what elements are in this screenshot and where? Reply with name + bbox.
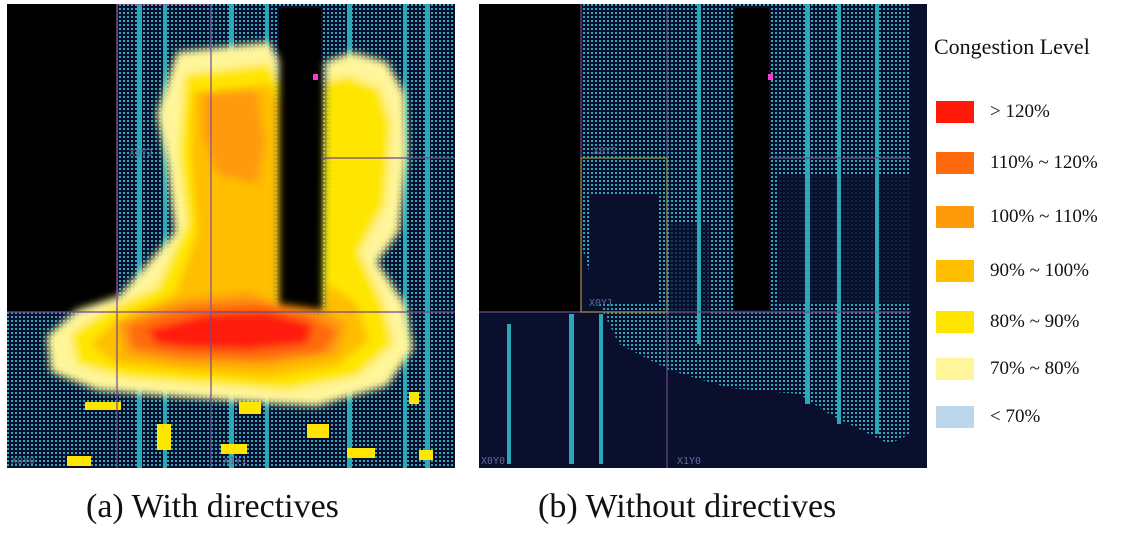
map-a-svg: X0Y2 X0Y0 X1Y1 <box>7 4 455 468</box>
legend-item: 80% ~ 90% <box>936 310 1079 334</box>
region-label: X1Y0 <box>677 456 701 467</box>
legend-label: 90% ~ 100% <box>990 260 1089 281</box>
region-label: X1Y1 <box>223 456 247 467</box>
map-b-svg: X0Y2 X0Y1 X0Y0 X1Y0 <box>479 4 911 468</box>
caption-without-directives: (b) Without directives <box>538 488 837 525</box>
region-label: X0Y1 <box>589 298 613 309</box>
region-label: X0Y2 <box>593 146 617 157</box>
heat-90-100 <box>91 84 369 378</box>
legend-item: > 120% <box>936 100 1050 124</box>
void-areas <box>589 174 911 314</box>
marker <box>313 74 318 80</box>
legend-label: 70% ~ 80% <box>990 358 1080 379</box>
legend-item: 90% ~ 100% <box>936 259 1089 283</box>
blocked-area-center <box>733 8 769 310</box>
legend-label: 100% ~ 110% <box>990 206 1098 227</box>
region-label: X0Y0 <box>11 456 35 467</box>
legend-swatch <box>936 311 974 333</box>
legend-item: 70% ~ 80% <box>936 357 1079 381</box>
blocked-area-center <box>279 8 321 310</box>
congestion-map-without-directives: X0Y2 X0Y1 X0Y0 X1Y0 <box>479 4 927 468</box>
region-label: X0Y2 <box>129 148 153 159</box>
legend-label: < 70% <box>990 406 1041 427</box>
caption-with-directives: (a) With directives <box>86 488 339 525</box>
clock-region-grid <box>479 4 911 468</box>
legend-item: 100% ~ 110% <box>936 205 1098 229</box>
legend-label: > 120% <box>990 101 1050 122</box>
legend-item: 110% ~ 120% <box>936 151 1098 175</box>
legend-swatch <box>936 152 974 174</box>
legend-item: < 70% <box>936 405 1040 429</box>
resource-columns <box>507 4 879 464</box>
legend-swatch <box>936 260 974 282</box>
legend-title: Congestion Level <box>934 34 1090 59</box>
congestion-spots <box>67 392 433 466</box>
congestion-heat <box>47 42 413 406</box>
legend-swatch <box>936 206 974 228</box>
legend-swatch <box>936 101 974 123</box>
congestion-map-with-directives: X0Y2 X0Y0 X1Y1 <box>7 4 455 468</box>
blocked-area-left <box>479 4 581 312</box>
marker <box>768 74 773 80</box>
legend-swatch <box>936 406 974 428</box>
legend-label: 80% ~ 90% <box>990 311 1080 332</box>
heat-over-120 <box>147 312 313 350</box>
clock-region-grid <box>7 4 455 468</box>
region-label: X0Y0 <box>481 456 505 467</box>
legend-swatch <box>936 358 974 380</box>
blocked-area-left <box>7 4 117 312</box>
legend-label: 110% ~ 120% <box>990 152 1098 173</box>
